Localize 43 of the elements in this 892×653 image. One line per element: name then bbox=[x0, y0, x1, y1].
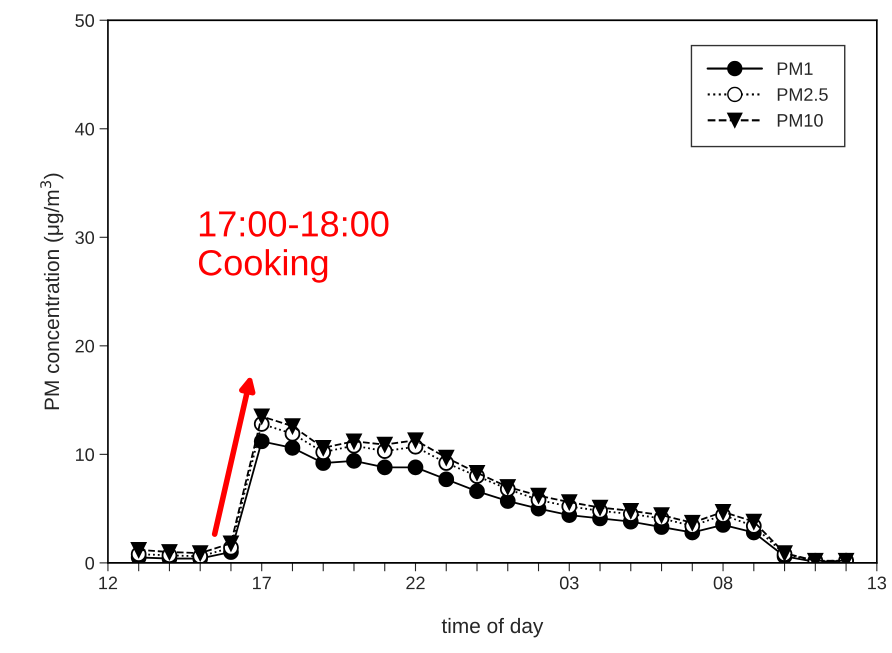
point bbox=[284, 418, 300, 434]
annotation: 17:00-18:00 Cooking bbox=[198, 211, 388, 283]
x-tick-label: 22 bbox=[406, 576, 425, 590]
point bbox=[715, 504, 731, 520]
point bbox=[346, 433, 362, 450]
point bbox=[284, 440, 300, 456]
y-tick-label: 50 bbox=[75, 14, 94, 27]
point bbox=[561, 494, 578, 510]
y-tick-label: 30 bbox=[75, 231, 94, 244]
point bbox=[315, 440, 332, 456]
y-tick-label: 0 bbox=[85, 556, 94, 570]
point bbox=[254, 433, 270, 450]
point bbox=[654, 507, 670, 523]
point bbox=[192, 545, 208, 561]
point bbox=[469, 483, 485, 500]
point bbox=[622, 502, 639, 519]
point bbox=[223, 536, 239, 552]
x-tick-label: 08 bbox=[714, 576, 732, 590]
point bbox=[746, 514, 762, 530]
point bbox=[469, 464, 485, 481]
x-tick-label: 13 bbox=[868, 576, 886, 590]
point bbox=[408, 432, 424, 448]
point bbox=[376, 460, 393, 476]
point bbox=[408, 460, 424, 476]
y-tick-label: 10 bbox=[76, 448, 94, 462]
point bbox=[438, 471, 454, 488]
point bbox=[376, 436, 393, 452]
point bbox=[254, 408, 270, 424]
y-axis-title: PM concentration (μg/m$^{3}$) bbox=[40, 174, 64, 410]
point bbox=[530, 488, 546, 504]
point bbox=[592, 500, 608, 516]
point bbox=[346, 453, 362, 469]
legend-label: PM10 bbox=[778, 114, 823, 127]
point bbox=[438, 450, 454, 466]
y-tick-label: 20 bbox=[76, 340, 94, 353]
legend-label: PM1 bbox=[778, 62, 813, 75]
x-axis-title: time of day bbox=[442, 618, 544, 638]
point bbox=[684, 514, 700, 531]
x-tick-label: 03 bbox=[560, 576, 579, 590]
legend-label: PM2.5 bbox=[778, 88, 828, 101]
x-tick-label: 17 bbox=[253, 576, 271, 590]
y-tick-label: 40 bbox=[75, 122, 94, 136]
x-tick-label: 12 bbox=[99, 576, 118, 590]
